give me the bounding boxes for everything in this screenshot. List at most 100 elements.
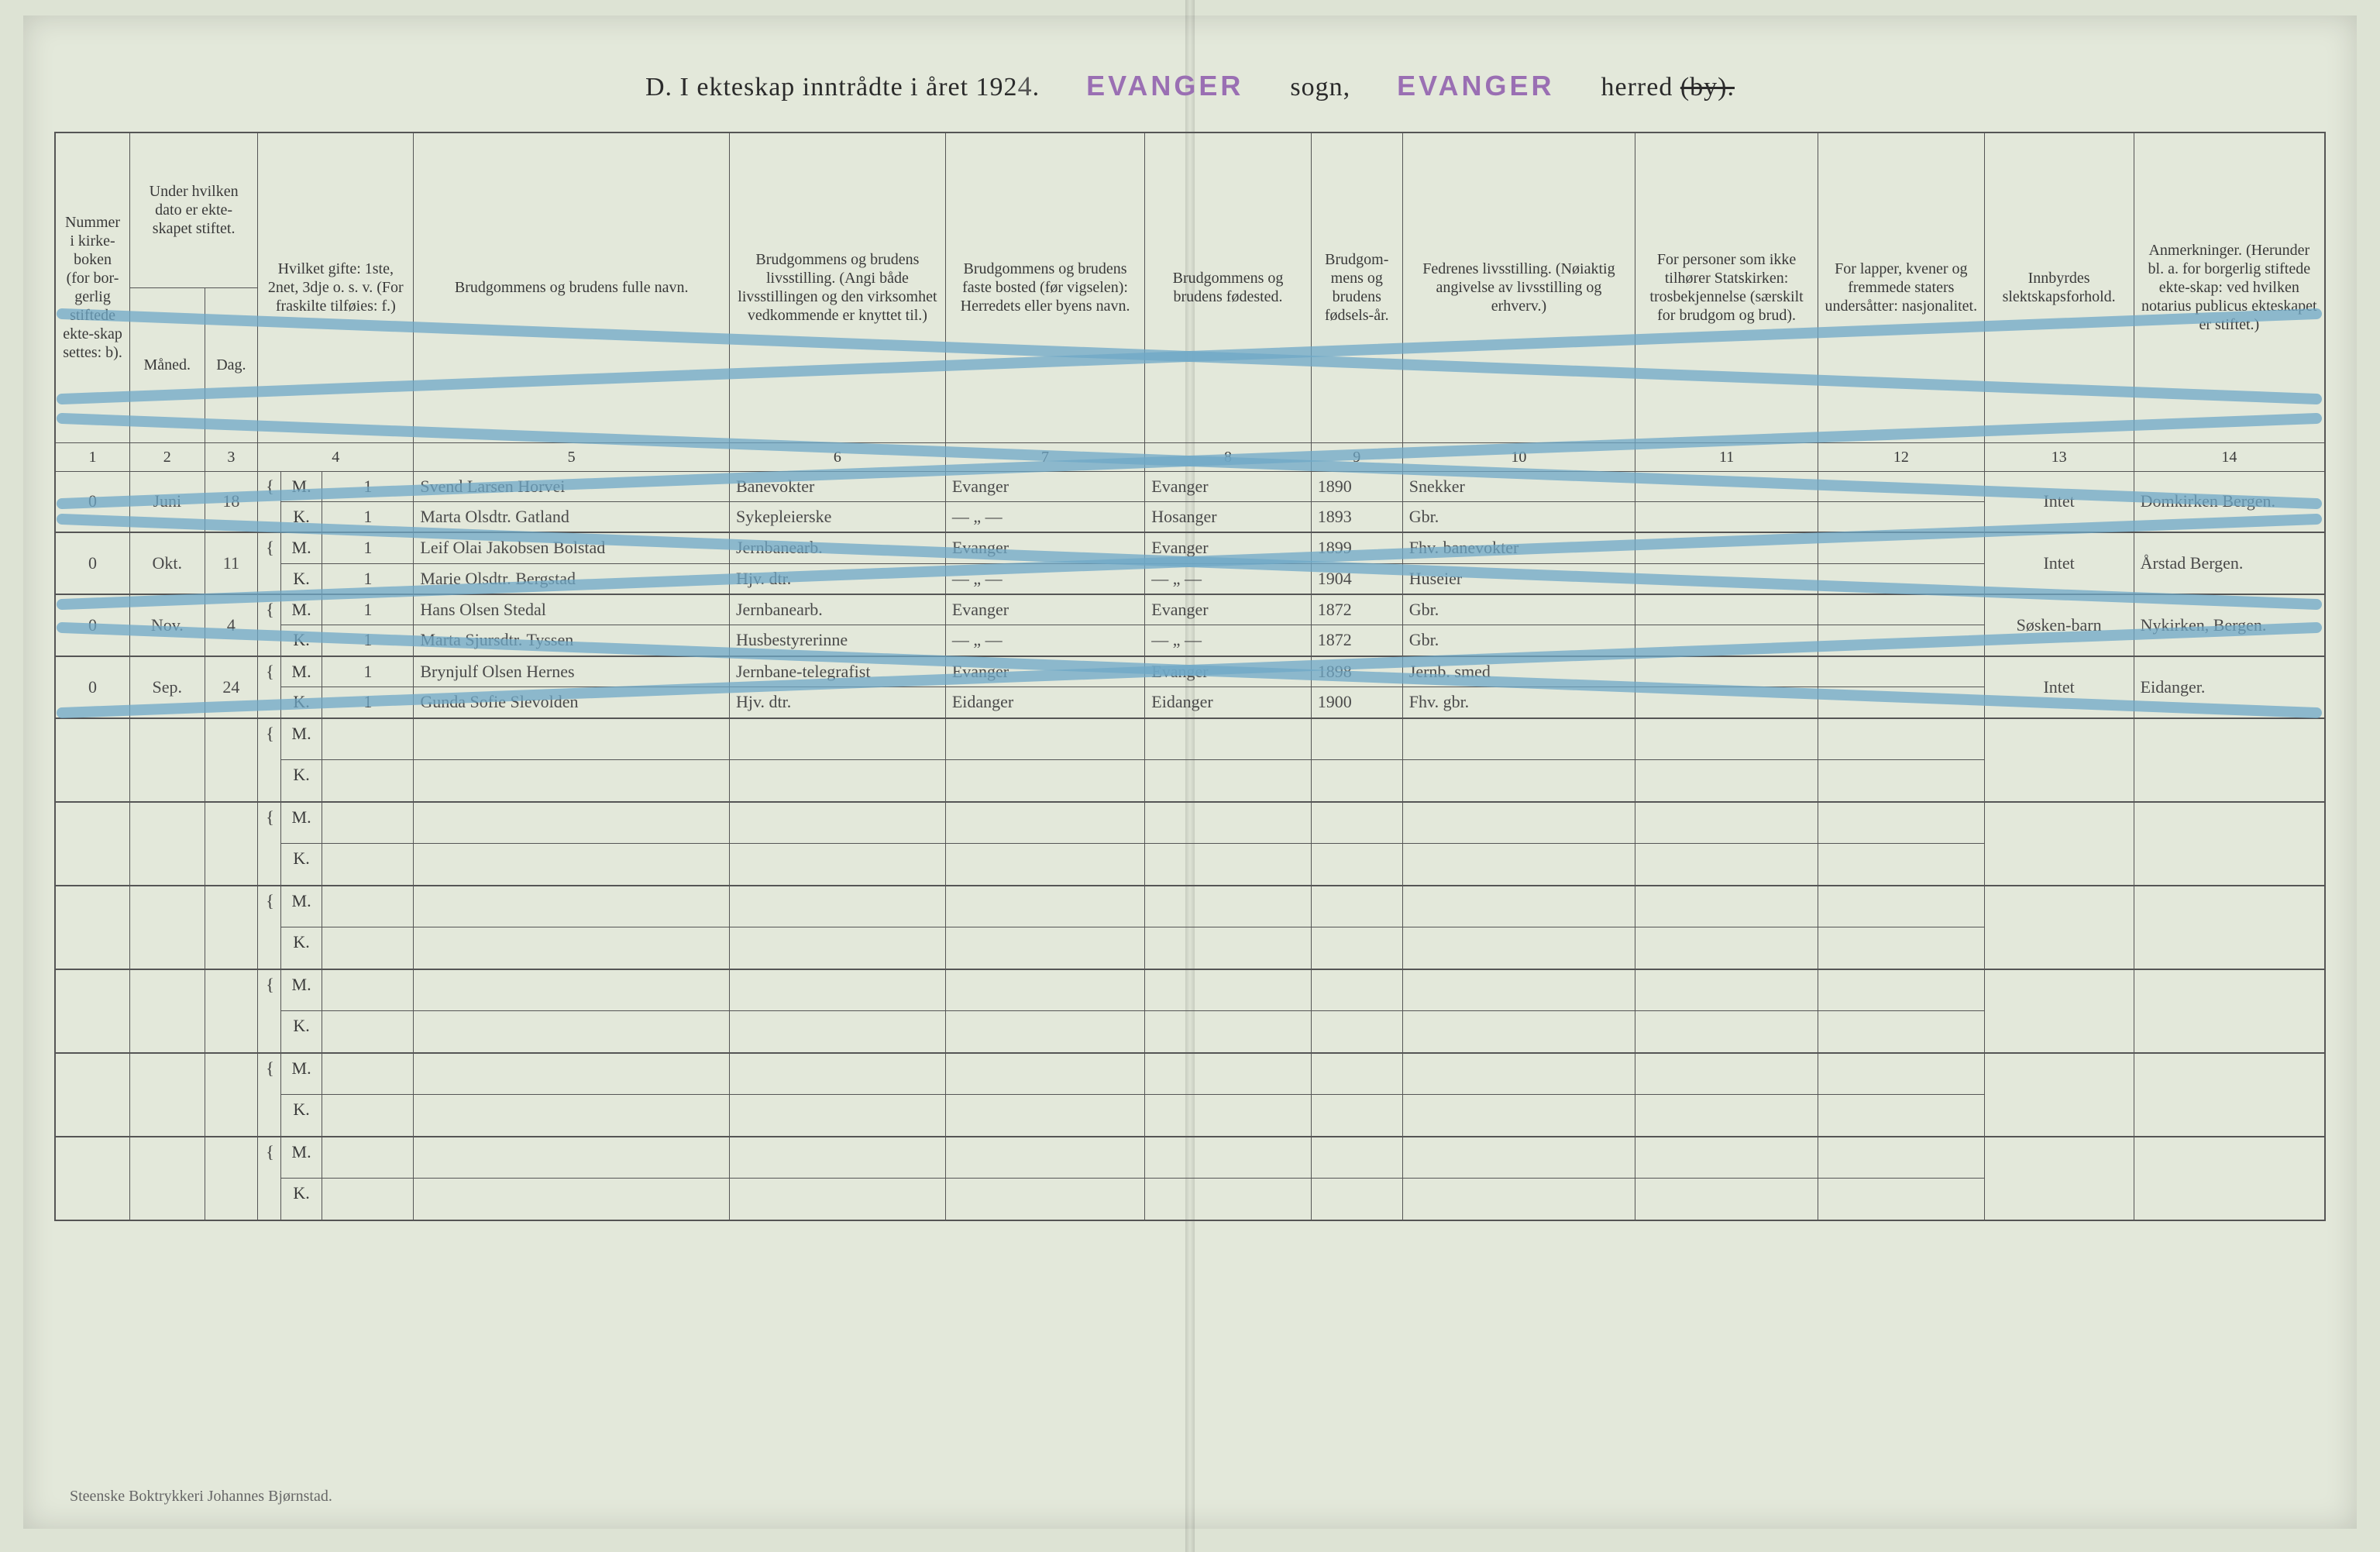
e-cell: [322, 1095, 414, 1137]
mk-k: K.: [280, 927, 322, 969]
e-day: [205, 1137, 258, 1220]
k-still: Husbestyrerinne: [729, 625, 945, 656]
k-c11: [1635, 625, 1818, 656]
k-far: Huseier: [1402, 563, 1635, 594]
m-still: Banevokter: [729, 471, 945, 501]
e-cell: [1402, 718, 1635, 760]
herred-label-txt: herred: [1601, 73, 1673, 102]
e-cell: [322, 718, 414, 760]
e-cell: [945, 927, 1144, 969]
mk-m: M.: [280, 1137, 322, 1179]
mk-k: K.: [280, 625, 322, 656]
brace-icon: {: [258, 886, 281, 969]
hdr-n2: 2: [130, 442, 205, 471]
e-cell: [414, 1011, 730, 1053]
e-cell: [945, 1053, 1144, 1095]
mk-m: M.: [280, 718, 322, 760]
e-cell: [1818, 1137, 1985, 1179]
m-name: Leif Olai Jakobsen Bolstad: [414, 532, 730, 563]
e-day: [205, 1053, 258, 1137]
e-cell: [1402, 886, 1635, 927]
e-cell: [729, 718, 945, 760]
mk-k: K.: [280, 1179, 322, 1220]
e-cell: [414, 1137, 730, 1179]
e-no: [55, 718, 130, 802]
e-cell: [1145, 1053, 1312, 1095]
k-far: Fhv. gbr.: [1402, 687, 1635, 718]
e-cell: [414, 718, 730, 760]
e-month: [130, 1053, 205, 1137]
entry-anm: Årstad Bergen.: [2134, 532, 2325, 594]
hdr-1: Nummer i kirke-boken (for bor-gerlig sti…: [55, 132, 130, 442]
e-cell: [729, 760, 945, 802]
empty-row-m: {M.: [55, 718, 2325, 760]
title-year-hand: 4: [1018, 71, 1033, 102]
brace-icon: {: [258, 802, 281, 886]
e-cell: [322, 886, 414, 927]
k-gifte: 1: [322, 687, 414, 718]
e-cell: [1818, 927, 1985, 969]
e-cell: [414, 802, 730, 844]
e-cell: [1145, 844, 1312, 886]
k-c11: [1635, 501, 1818, 532]
e-cell: [1402, 760, 1635, 802]
m-name: Svend Larsen Horvei: [414, 471, 730, 501]
brace-icon: {: [258, 718, 281, 802]
m-far: Fhv. banevokter: [1402, 532, 1635, 563]
entry-no: 0: [55, 471, 130, 532]
brace-icon: {: [258, 656, 281, 718]
m-c12: [1818, 594, 1985, 625]
e-month: [130, 969, 205, 1053]
e-cell: [1311, 969, 1402, 1011]
e-no: [55, 1137, 130, 1220]
mk-m: M.: [280, 656, 322, 687]
m-bosted: Evanger: [945, 532, 1144, 563]
entry-row-m: 0Nov.4{M.1Hans Olsen StedalJernbanearb.E…: [55, 594, 2325, 625]
mk-m: M.: [280, 886, 322, 927]
e-cell: [1818, 886, 1985, 927]
mk-m: M.: [280, 532, 322, 563]
e-cell: [1818, 969, 1985, 1011]
entry-rel: Søsken-barn: [1984, 594, 2134, 656]
title-prefix: D. I ekteskap inntrådte i året 1924.: [645, 70, 1040, 102]
hdr-2a: Måned.: [130, 287, 205, 442]
e-no: [55, 1053, 130, 1137]
e-cell: [1145, 886, 1312, 927]
e-cell: [1635, 969, 1818, 1011]
e-cell: [1311, 802, 1402, 844]
e-day: [205, 802, 258, 886]
e-cell: [414, 760, 730, 802]
e-day: [205, 886, 258, 969]
e-cell: [1818, 1053, 1985, 1095]
e-cell: [1145, 1095, 1312, 1137]
e-cell: [414, 1053, 730, 1095]
e-cell: [1311, 927, 1402, 969]
m-far: Gbr.: [1402, 594, 1635, 625]
hdr-2b: Dag.: [205, 287, 258, 442]
m-bosted: Evanger: [945, 656, 1144, 687]
entry-row-m: 0Juni18{M.1Svend Larsen HorveiBanevokter…: [55, 471, 2325, 501]
sogn-stamp: EVANGER: [1086, 70, 1243, 102]
e-cell: [945, 802, 1144, 844]
e-cell: [1818, 1179, 1985, 1220]
k-bosted: Eidanger: [945, 687, 1144, 718]
empty-row-m: {M.: [55, 1053, 2325, 1095]
e-cell: [1311, 1011, 1402, 1053]
entry-rel: Intet: [1984, 656, 2134, 718]
e-cell: [1145, 1137, 1312, 1179]
m-bosted: Evanger: [945, 594, 1144, 625]
k-bosted: — „ —: [945, 501, 1144, 532]
e-cell: [1311, 886, 1402, 927]
e-no: [55, 969, 130, 1053]
m-gifte: 1: [322, 656, 414, 687]
e-rel: [1984, 1053, 2134, 1137]
e-cell: [1402, 969, 1635, 1011]
hdr-12: For lapper, kvener og fremmede staters u…: [1818, 132, 1985, 442]
hdr-4: Hvilket gifte: 1ste, 2net, 3dje o. s. v.…: [258, 132, 414, 442]
e-cell: [729, 969, 945, 1011]
e-cell: [322, 802, 414, 844]
hdr-n3: 3: [205, 442, 258, 471]
brace-icon: {: [258, 532, 281, 594]
e-cell: [945, 760, 1144, 802]
m-fodested: Evanger: [1145, 594, 1312, 625]
